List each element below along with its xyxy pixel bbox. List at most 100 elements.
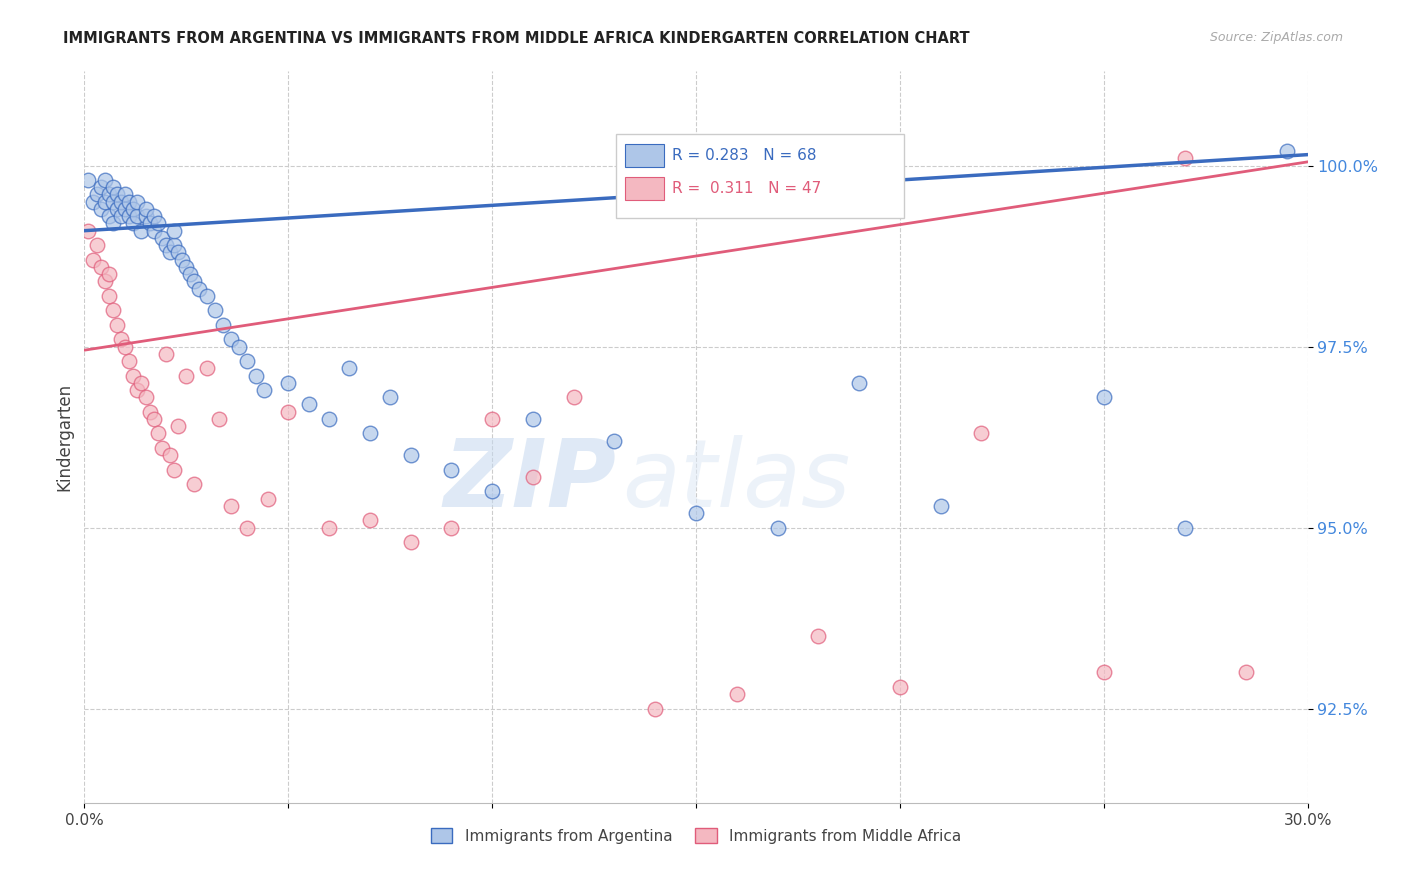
Point — [318, 520, 340, 534]
Point — [1277, 144, 1299, 158]
Point — [122, 216, 145, 230]
Point — [685, 506, 707, 520]
Point — [110, 209, 132, 223]
Point — [127, 194, 149, 209]
Point — [1174, 151, 1197, 165]
Point — [183, 477, 205, 491]
Point — [219, 332, 242, 346]
Point — [522, 412, 544, 426]
Point — [848, 376, 870, 390]
Point — [253, 383, 276, 397]
Point — [138, 405, 160, 419]
Point — [114, 187, 136, 202]
Point — [77, 224, 100, 238]
Point — [318, 412, 340, 426]
Point — [127, 383, 149, 397]
Text: R =  0.311   N = 47: R = 0.311 N = 47 — [672, 181, 821, 196]
Text: R = 0.283   N = 68: R = 0.283 N = 68 — [672, 148, 815, 163]
Point — [163, 224, 186, 238]
Point — [174, 260, 197, 274]
Point — [183, 274, 205, 288]
Point — [97, 187, 120, 202]
Point — [481, 484, 503, 499]
Point — [359, 513, 381, 527]
Point — [807, 629, 830, 643]
Point — [90, 180, 112, 194]
Point — [277, 376, 299, 390]
Point — [208, 412, 231, 426]
Point — [82, 252, 104, 267]
FancyBboxPatch shape — [626, 177, 664, 200]
Point — [77, 173, 100, 187]
Point — [163, 238, 186, 252]
Point — [970, 426, 993, 441]
Point — [399, 535, 422, 549]
Point — [142, 209, 165, 223]
Point — [122, 202, 145, 216]
Point — [114, 340, 136, 354]
Point — [105, 318, 128, 332]
Point — [86, 187, 108, 202]
Point — [142, 412, 165, 426]
Point — [97, 209, 120, 223]
Point — [159, 245, 181, 260]
Y-axis label: Kindergarten: Kindergarten — [55, 383, 73, 491]
Point — [90, 202, 112, 216]
Point — [101, 180, 124, 194]
Point — [236, 520, 259, 534]
Point — [150, 231, 173, 245]
Point — [174, 368, 197, 383]
Point — [195, 289, 218, 303]
Point — [93, 274, 115, 288]
Point — [135, 390, 157, 404]
Point — [172, 252, 194, 267]
Point — [138, 216, 160, 230]
Point — [105, 202, 128, 216]
Point — [257, 491, 280, 506]
Text: atlas: atlas — [623, 435, 851, 526]
Point — [929, 499, 952, 513]
Point — [187, 282, 209, 296]
Point — [245, 368, 267, 383]
Point — [212, 318, 235, 332]
Point — [93, 194, 115, 209]
Point — [644, 701, 666, 715]
Point — [118, 209, 141, 223]
Point — [1236, 665, 1258, 680]
Point — [82, 194, 104, 209]
Point — [118, 194, 141, 209]
Point — [603, 434, 626, 448]
Point — [298, 397, 321, 411]
Point — [725, 687, 748, 701]
Point — [440, 520, 463, 534]
Point — [440, 463, 463, 477]
Point — [522, 470, 544, 484]
Point — [118, 354, 141, 368]
Point — [86, 238, 108, 252]
Point — [359, 426, 381, 441]
Point — [101, 194, 124, 209]
Point — [163, 463, 186, 477]
Point — [204, 303, 226, 318]
Point — [179, 267, 201, 281]
Point — [167, 245, 190, 260]
Point — [766, 520, 789, 534]
Point — [380, 390, 402, 404]
Point — [481, 412, 503, 426]
Point — [135, 209, 157, 223]
Point — [159, 448, 181, 462]
Legend: Immigrants from Argentina, Immigrants from Middle Africa: Immigrants from Argentina, Immigrants fr… — [425, 822, 967, 850]
Point — [1092, 665, 1115, 680]
Point — [146, 426, 169, 441]
Point — [146, 216, 169, 230]
Point — [131, 224, 153, 238]
Point — [277, 405, 299, 419]
Point — [219, 499, 242, 513]
Point — [135, 202, 157, 216]
Point — [1092, 390, 1115, 404]
Point — [167, 419, 190, 434]
Point — [105, 187, 128, 202]
Point — [93, 173, 115, 187]
FancyBboxPatch shape — [616, 134, 904, 218]
Point — [97, 289, 120, 303]
